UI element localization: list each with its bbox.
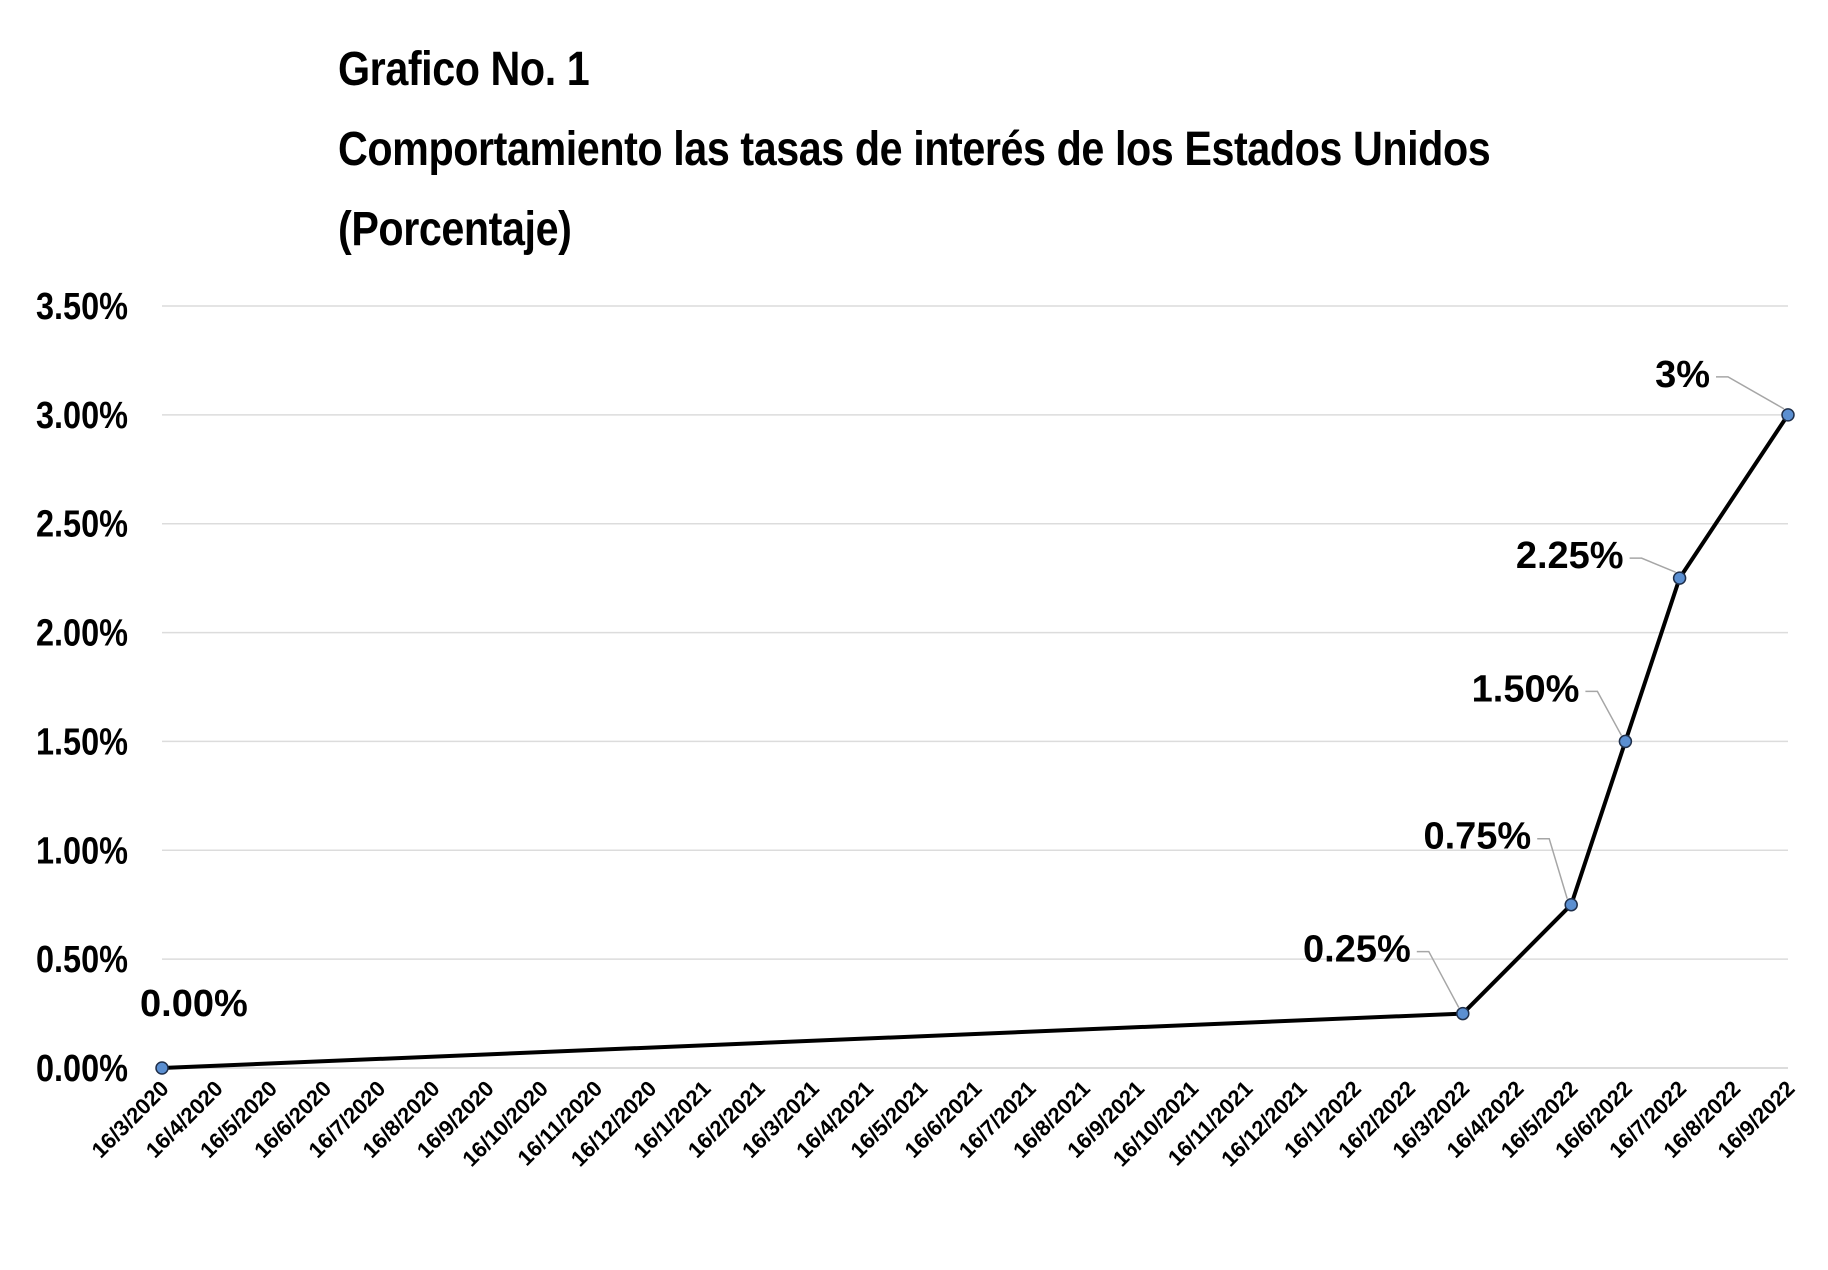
x-axis-ticks: 16/3/202016/4/202016/5/202016/6/202016/7…	[87, 1076, 1800, 1172]
data-point	[1456, 1006, 1470, 1021]
data-label: 3%	[1655, 354, 1710, 396]
data-point	[155, 1061, 169, 1075]
data-point	[1618, 734, 1633, 749]
data-point	[1781, 408, 1795, 422]
label-leader-line	[1585, 690, 1623, 736]
gridlines	[162, 305, 1788, 1069]
series-polyline	[161, 413, 1790, 1070]
chart-title-line-1: Grafico No. 1	[338, 43, 590, 96]
data-label: 2.25%	[1516, 535, 1624, 577]
chart-title-line-3: (Porcentaje)	[338, 203, 572, 256]
data-point	[1672, 571, 1687, 585]
y-tick-label: 0.00%	[36, 1048, 128, 1090]
y-tick-label: 1.00%	[36, 830, 128, 872]
data-point	[1564, 897, 1578, 912]
y-axis-ticks: 0.00% 0.50% 1.00% 1.50% 2.00% 2.50% 3.00% 3.50%	[36, 286, 128, 1090]
y-tick-label: 0.50%	[36, 939, 128, 981]
y-tick-label: 3.00%	[36, 395, 128, 437]
label-leader-line	[1416, 950, 1460, 1008]
y-tick-label: 1.50%	[36, 721, 128, 763]
y-tick-label: 3.50%	[36, 286, 128, 328]
y-tick-label: 2.00%	[36, 613, 128, 655]
chart-title: Grafico No. 1 Comportamiento las tasas d…	[338, 30, 1491, 270]
chart-title-line-2: Comportamiento las tasas de interés de l…	[338, 123, 1491, 176]
y-tick-label: 2.50%	[36, 504, 128, 546]
data-label: 0.75%	[1423, 816, 1531, 858]
label-leader-line	[1537, 837, 1568, 899]
series-line	[155, 408, 1795, 1075]
label-leader-line	[1716, 376, 1785, 410]
data-label: 0.25%	[1303, 929, 1411, 971]
data-labels: 0.00% 0.25% 0.75% 1.50% 2.25% 3%	[140, 354, 1785, 1025]
data-label: 1.50%	[1472, 668, 1580, 710]
data-label: 0.00%	[140, 983, 248, 1025]
label-leader-line	[1629, 557, 1676, 573]
